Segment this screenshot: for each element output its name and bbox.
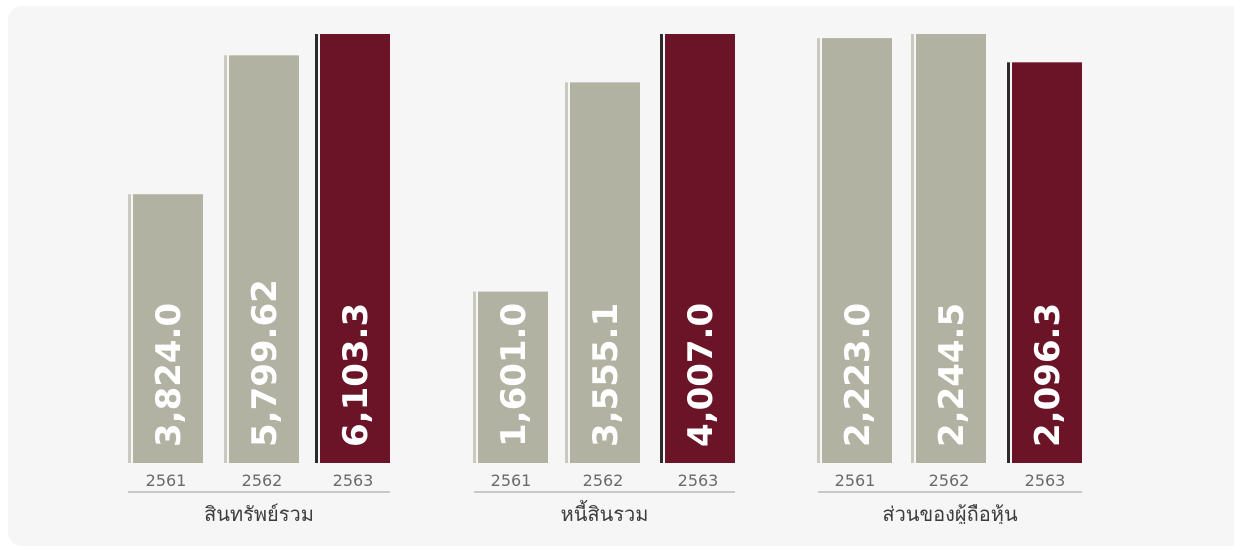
- year-label-3-2563: 2563: [1025, 471, 1066, 490]
- bar-2-2563: [665, 34, 735, 463]
- year-label-2-2562: 2562: [583, 471, 624, 490]
- bar-3-2562: [916, 34, 986, 463]
- bar-edge-3-2563: [1007, 62, 1010, 463]
- bar-1-2562: [229, 55, 299, 464]
- bar-3-2563: [1012, 62, 1082, 463]
- bar-edge-3-2561: [817, 38, 820, 464]
- bar-edge-2-2561: [473, 291, 476, 463]
- group-label-2: หนี้สินรวม: [561, 500, 649, 524]
- year-label-3-2562: 2562: [929, 471, 970, 490]
- value-label-2-2563: 4,007.0: [681, 303, 721, 447]
- bar-1-2563: [320, 34, 390, 463]
- year-label-2-2561: 2561: [491, 471, 532, 490]
- bar-1-2561: [133, 194, 203, 463]
- group-label-3: ส่วนของผู้ถือหุ้น: [882, 502, 1018, 524]
- bar-2-2561: [478, 291, 548, 463]
- financial-bar-charts: 3,824.0 2561 5,799.62 2562 6,103.3 2563 สินทรั…: [128, 34, 1082, 524]
- year-label-2-2563: 2563: [678, 471, 719, 490]
- year-label-1-2562: 2562: [242, 471, 283, 490]
- value-label-1-2562: 5,799.62: [245, 279, 285, 447]
- year-label-1-2561: 2561: [146, 471, 187, 490]
- value-label-2-2562: 3,555.1: [586, 303, 626, 447]
- bar-edge-1-2563: [315, 34, 318, 463]
- year-label-3-2561: 2561: [835, 471, 876, 490]
- bar-3-2561: [822, 38, 892, 464]
- bar-edge-1-2561: [128, 194, 131, 463]
- bar-edge-1-2562: [224, 55, 227, 464]
- value-label-1-2561: 3,824.0: [149, 303, 189, 447]
- group-label-1: สินทรัพย์รวม: [204, 502, 314, 524]
- bar-2-2562: [570, 82, 640, 464]
- bar-edge-2-2563: [660, 34, 663, 463]
- value-label-3-2561: 2,223.0: [838, 303, 878, 447]
- bar-edge-2-2562: [565, 82, 568, 464]
- year-label-1-2563: 2563: [333, 471, 374, 490]
- bar-edge-3-2562: [911, 34, 914, 463]
- value-label-2-2561: 1,601.0: [494, 303, 534, 447]
- value-label-1-2563: 6,103.3: [336, 303, 376, 447]
- value-label-3-2563: 2,096.3: [1028, 303, 1068, 447]
- value-label-3-2562: 2,244.5: [932, 303, 972, 447]
